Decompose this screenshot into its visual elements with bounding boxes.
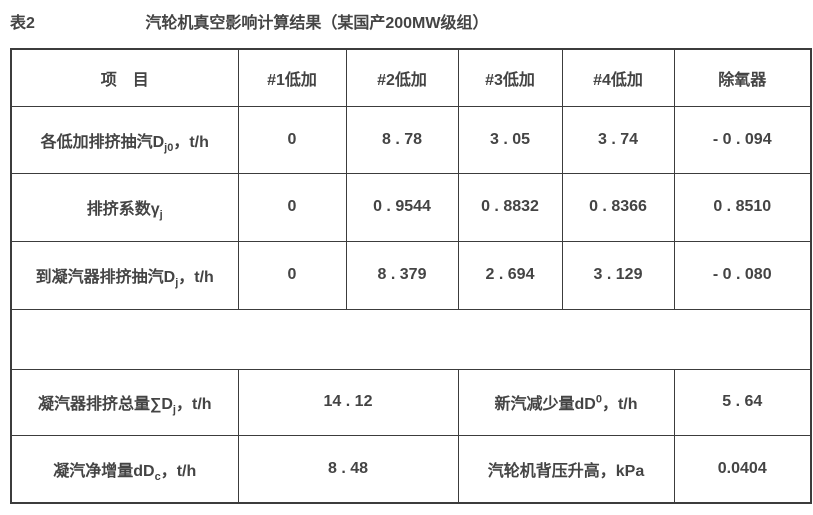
summary-label-unit: ，t/h (601, 396, 638, 413)
table-row: 排挤系数γj 0 0 . 9544 0 . 8832 0 . 8366 0 . … (10, 172, 812, 242)
summary-label-text: 凝汽器排挤总量∑D (37, 396, 173, 413)
summary-value-cell: 0.0404 (673, 434, 812, 504)
row-header-cell: 各低加排挤抽汽Dj0，t/h (10, 105, 239, 174)
spacer-row (11, 308, 811, 370)
summary-label-text: 汽轮机背压升高，kPa (487, 462, 645, 480)
summary-label-subscript: c (154, 470, 161, 483)
summary-label-unit: ，t/h (175, 396, 212, 413)
summary-value-cell: 5 . 64 (673, 368, 812, 436)
value-cell: 0 . 8832 (457, 172, 563, 242)
column-header-hp3: #3低加 (457, 48, 563, 107)
summary-value-cell: 14 . 12 (237, 368, 459, 436)
value-cell: - 0 . 094 (673, 105, 812, 174)
document-page: 表2 汽轮机真空影响计算结果（某国产200MW级组） 项 目 #1低加 #2低加… (0, 0, 813, 504)
summary-label-superscript: 0 (595, 393, 602, 406)
column-header-hp4: #4低加 (561, 48, 675, 107)
summary-label-cell: 新汽减少量dD0，t/h (457, 368, 675, 436)
row-label-text: 各低加排挤抽汽D (40, 133, 165, 151)
title-bar: 表2 汽轮机真空影响计算结果（某国产200MW级组） (0, 0, 813, 48)
summary-row: 凝汽器排挤总量∑Dj，t/h 14 . 12 新汽减少量dD0，t/h 5 . … (10, 368, 812, 436)
value-cell: 3 . 129 (561, 240, 675, 310)
row-header-cell: 到凝汽器排挤抽汽Dj，t/h (10, 240, 239, 310)
table-row: 到凝汽器排挤抽汽Dj，t/h 0 8 . 379 2 . 694 3 . 129… (10, 240, 812, 310)
row-label-unit: ，t/h (178, 269, 214, 286)
value-cell: 0 . 8510 (673, 172, 812, 242)
row-label-subscript: j (175, 277, 179, 290)
row-label-text: 排挤系数γ (86, 201, 160, 218)
summary-label-cell: 凝汽器排挤总量∑Dj，t/h (10, 368, 239, 436)
value-cell: 0 (237, 172, 347, 242)
column-header-hp1: #1低加 (237, 48, 347, 107)
table-header-row: 项 目 #1低加 #2低加 #3低加 #4低加 除氧器 (10, 48, 812, 107)
summary-value-cell: 8 . 48 (237, 434, 459, 504)
summary-label-cell: 汽轮机背压升高，kPa (457, 434, 675, 504)
summary-label-text: 新汽减少量dD (494, 396, 596, 413)
page-title: 汽轮机真空影响计算结果（某国产200MW级组） (145, 15, 489, 32)
table-number-label: 表2 (10, 15, 35, 32)
value-cell: - 0 . 080 (673, 240, 812, 310)
table-row: 各低加排挤抽汽Dj0，t/h 0 8 . 78 3 . 05 3 . 74 - … (10, 105, 812, 174)
summary-row: 凝汽净增量dDc，t/h 8 . 48 汽轮机背压升高，kPa 0.0404 (10, 434, 812, 504)
row-label-text: 到凝汽器排挤抽汽D (35, 269, 176, 286)
empty-spacer-cell (11, 308, 811, 370)
value-cell: 0 (237, 240, 347, 310)
value-cell: 3 . 05 (457, 105, 563, 174)
value-cell: 2 . 694 (457, 240, 563, 310)
summary-label-cell: 凝汽净增量dDc，t/h (10, 434, 239, 504)
row-label-subscript: j0 (164, 141, 174, 154)
row-header-cell: 排挤系数γj (10, 172, 239, 242)
summary-label-subscript: j (172, 404, 176, 417)
row-label-unit: ，t/h (173, 133, 209, 151)
column-header-hp2: #2低加 (345, 48, 459, 107)
summary-label-text: 凝汽净增量dD (53, 462, 155, 480)
value-cell: 8 . 379 (345, 240, 459, 310)
column-header-deaerator: 除氧器 (673, 48, 812, 107)
value-cell: 3 . 74 (561, 105, 675, 174)
summary-label-unit: ，t/h (160, 462, 197, 480)
calculation-results-table: 项 目 #1低加 #2低加 #3低加 #4低加 除氧器 各低加排挤抽汽Dj0，t… (10, 48, 812, 504)
value-cell: 0 (237, 105, 347, 174)
column-header-item: 项 目 (10, 48, 239, 107)
value-cell: 0 . 9544 (345, 172, 459, 242)
value-cell: 0 . 8366 (561, 172, 675, 242)
value-cell: 8 . 78 (345, 105, 459, 174)
row-label-subscript: j (159, 209, 163, 222)
